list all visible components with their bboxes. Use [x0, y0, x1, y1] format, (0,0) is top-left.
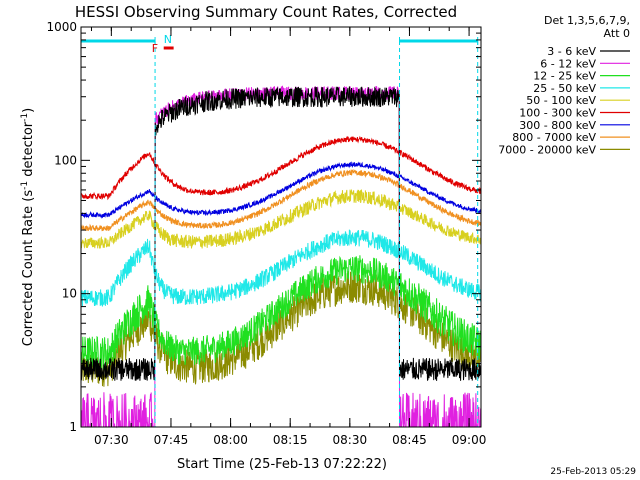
plot-data: FN — [80, 33, 482, 429]
y-tick-label: 1 — [69, 420, 77, 434]
x-tick-label: 07:30 — [94, 433, 129, 447]
legend-header-detectors: Det 1,3,5,6,7,9, — [544, 14, 630, 27]
legend-entry-label: 300 - 800 keV — [519, 119, 596, 132]
legend-entry-label: 800 - 7000 keV — [512, 131, 596, 144]
series-line — [80, 135, 482, 201]
legend-header-attenuator: Att 0 — [604, 27, 630, 40]
series-line — [80, 161, 482, 219]
x-axis-label: Start Time (25-Feb-13 07:22:22) — [177, 457, 387, 472]
y-axis: 1 10 100 1000 — [46, 20, 481, 434]
y-tick-label: 100 — [54, 153, 77, 167]
x-tick-label: 08:15 — [273, 433, 308, 447]
legend-entry-label: 3 - 6 keV — [547, 45, 596, 58]
y-tick-label: 10 — [62, 287, 77, 301]
x-tick-label: 09:00 — [452, 433, 487, 447]
y-axis-label: Corrected Count Rate (s-1 detector-1) — [20, 108, 36, 346]
plot-frame — [80, 26, 482, 428]
legend-entry-label: 100 - 300 keV — [519, 107, 596, 120]
legend-entry-label: 50 - 100 keV — [526, 94, 596, 107]
n-flag-label: N — [164, 33, 172, 46]
x-tick-label: 07:45 — [154, 433, 189, 447]
legend-entry-label: 25 - 50 keV — [533, 82, 596, 95]
generation-timestamp: 25-Feb-2013 05:29 — [550, 467, 636, 477]
legend-entry-label: 7000 - 20000 keV — [498, 143, 596, 156]
series-line — [80, 255, 482, 370]
series-line — [80, 169, 482, 232]
legend-entry-label: 6 - 12 keV — [540, 57, 596, 70]
x-tick-label: 08:30 — [333, 433, 368, 447]
series-line — [80, 86, 482, 382]
series-line — [80, 229, 482, 307]
legend-entry-label: 12 - 25 keV — [533, 70, 596, 83]
series-line — [80, 188, 482, 250]
x-axis: 07:30 07:45 08:00 08:15 08:30 08:45 09:00 — [90, 27, 487, 447]
chart-title: HESSI Observing Summary Count Rates, Cor… — [75, 3, 457, 21]
x-tick-label: 08:00 — [213, 433, 248, 447]
x-tick-label: 08:45 — [392, 433, 427, 447]
y-tick-label: 1000 — [46, 20, 77, 34]
flare-flag-label: F — [152, 42, 158, 55]
